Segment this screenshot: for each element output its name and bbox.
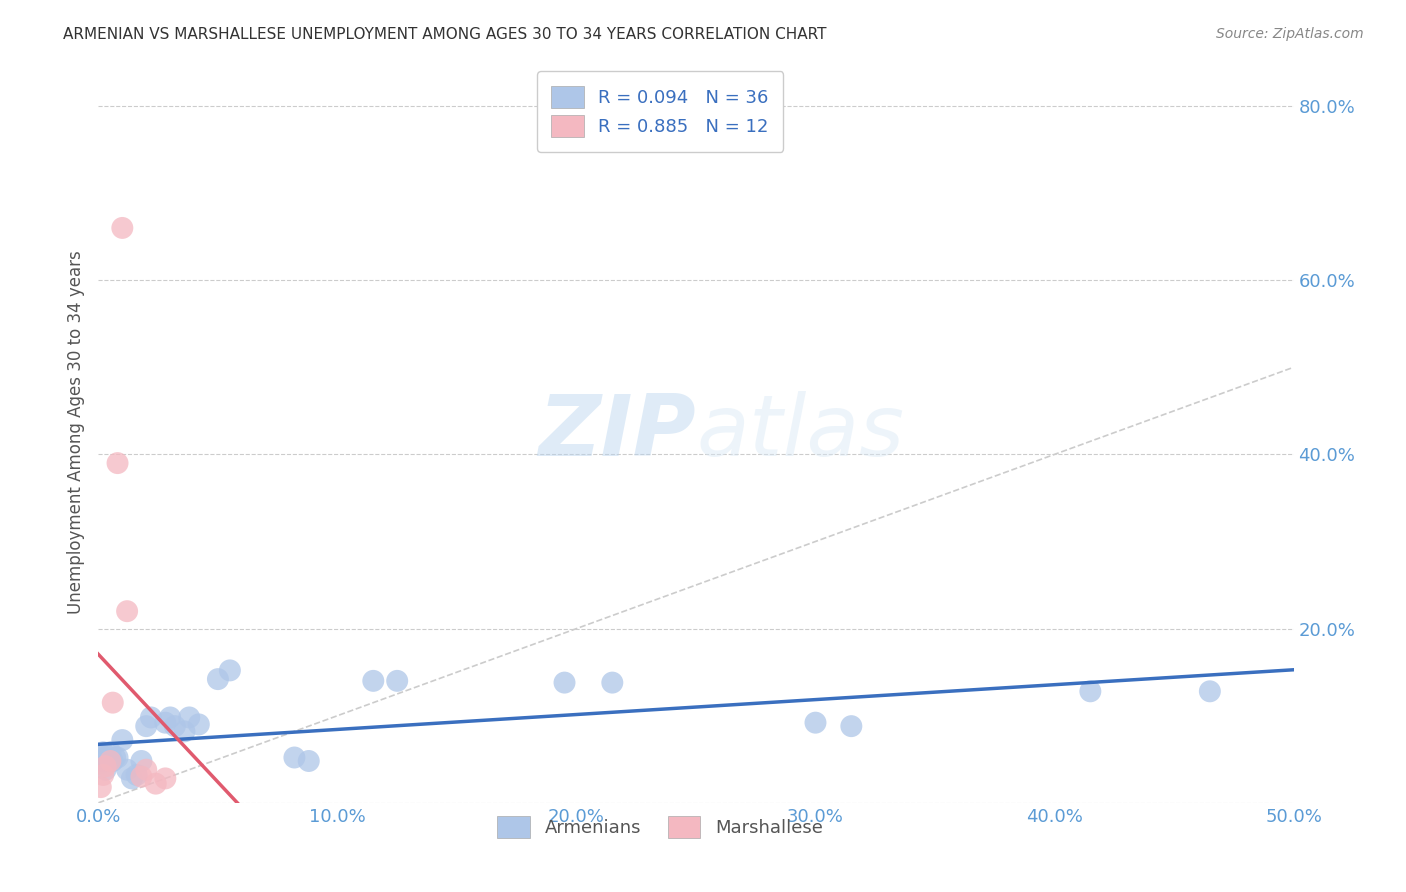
- Point: [385, 673, 409, 688]
- Point: [155, 772, 177, 786]
- Point: [111, 221, 134, 235]
- Point: [187, 717, 209, 731]
- Point: [131, 754, 153, 768]
- Point: [173, 724, 195, 739]
- Point: [94, 763, 117, 777]
- Point: [94, 750, 117, 764]
- Point: [804, 715, 827, 730]
- Point: [207, 672, 229, 686]
- Point: [101, 696, 124, 710]
- Point: [90, 780, 112, 794]
- Point: [107, 456, 129, 470]
- Point: [159, 710, 181, 724]
- Point: [554, 675, 576, 690]
- Point: [90, 756, 112, 771]
- Point: [101, 754, 124, 768]
- Point: [139, 710, 162, 724]
- Point: [135, 763, 157, 777]
- Point: [104, 750, 127, 764]
- Point: [115, 604, 138, 618]
- Point: [179, 710, 201, 724]
- Point: [163, 719, 186, 733]
- Point: [91, 754, 114, 768]
- Point: [1199, 684, 1222, 698]
- Point: [115, 763, 138, 777]
- Point: [283, 750, 305, 764]
- Point: [98, 754, 122, 768]
- Point: [1080, 684, 1102, 698]
- Point: [125, 768, 148, 782]
- Point: [145, 777, 167, 791]
- Text: ARMENIAN VS MARSHALLESE UNEMPLOYMENT AMONG AGES 30 TO 34 YEARS CORRELATION CHART: ARMENIAN VS MARSHALLESE UNEMPLOYMENT AMO…: [63, 27, 827, 42]
- Point: [602, 675, 624, 690]
- Text: ZIP: ZIP: [538, 391, 696, 475]
- Point: [107, 750, 129, 764]
- Point: [98, 745, 122, 759]
- Point: [121, 772, 143, 786]
- Y-axis label: Unemployment Among Ages 30 to 34 years: Unemployment Among Ages 30 to 34 years: [66, 251, 84, 615]
- Point: [97, 754, 120, 768]
- Point: [91, 745, 114, 759]
- Point: [135, 719, 157, 733]
- Point: [131, 770, 153, 784]
- Text: atlas: atlas: [696, 391, 904, 475]
- Point: [219, 664, 242, 678]
- Legend: Armenians, Marshallese: Armenians, Marshallese: [491, 809, 830, 846]
- Point: [91, 768, 114, 782]
- Point: [94, 759, 117, 773]
- Point: [841, 719, 863, 733]
- Point: [111, 733, 134, 747]
- Point: [90, 747, 112, 762]
- Point: [298, 754, 321, 768]
- Point: [155, 715, 177, 730]
- Point: [363, 673, 385, 688]
- Text: Source: ZipAtlas.com: Source: ZipAtlas.com: [1216, 27, 1364, 41]
